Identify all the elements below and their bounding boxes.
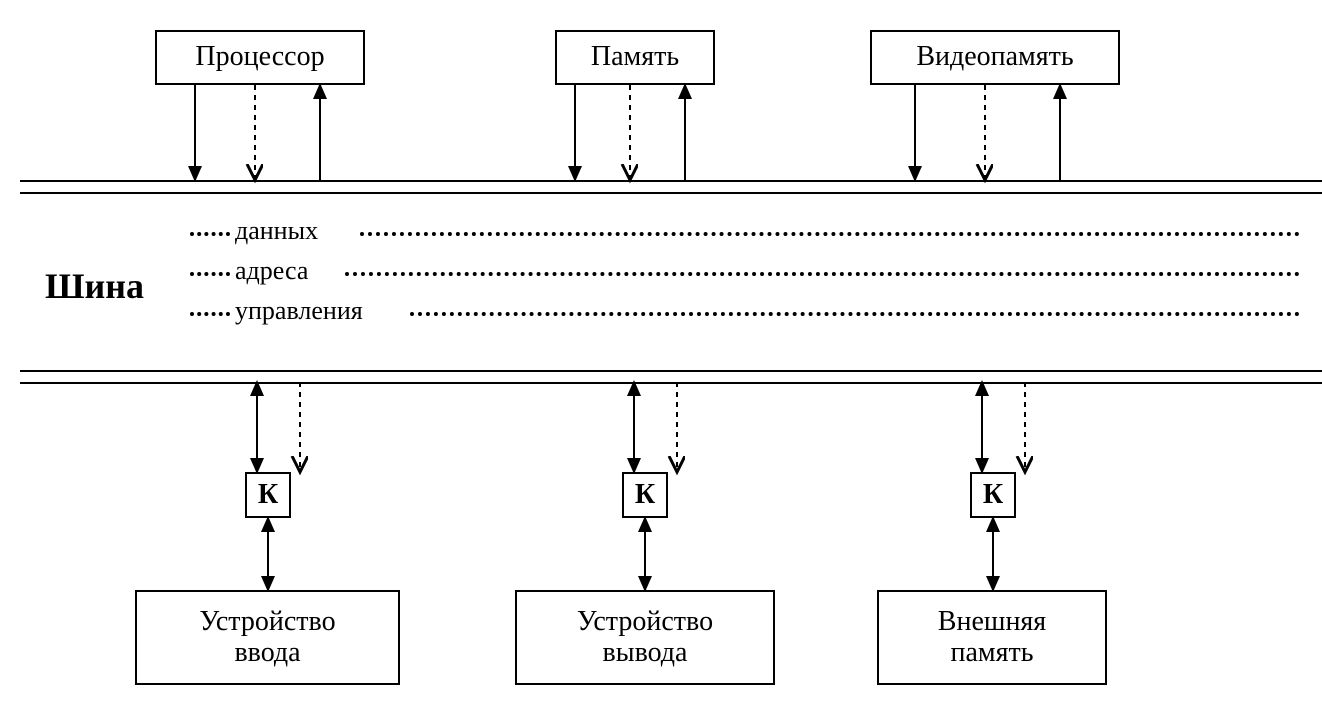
- input-line2: ввода: [234, 637, 300, 668]
- bus-data-dots: [360, 232, 1300, 236]
- controller-k-1-label: К: [258, 480, 278, 511]
- bus-top-line-2: [20, 192, 1322, 194]
- output-line1: Устройство: [577, 606, 713, 637]
- bus-main-label: Шина: [45, 265, 144, 307]
- external-memory-box: Внешняя память: [877, 590, 1107, 685]
- controller-k-3-label: К: [983, 480, 1003, 511]
- bus-data-predots: [190, 232, 230, 236]
- memory-box: Память: [555, 30, 715, 85]
- bus-addr-predots: [190, 272, 230, 276]
- cpu-label: Процессор: [195, 42, 324, 73]
- input-device-box: Устройство ввода: [135, 590, 400, 685]
- bus-bottom-line-2: [20, 382, 1322, 384]
- input-line1: Устройство: [199, 606, 335, 637]
- output-line2: вывода: [603, 637, 688, 668]
- controller-k-1: К: [245, 472, 291, 518]
- bus-ctrl-predots: [190, 312, 230, 316]
- ext-line1: Внешняя: [938, 606, 1046, 637]
- bus-architecture-diagram: Процессор Память Видеопамять Шина данных…: [0, 0, 1322, 714]
- controller-k-2-label: К: [635, 480, 655, 511]
- controller-k-3: К: [970, 472, 1016, 518]
- vram-label: Видеопамять: [916, 42, 1073, 73]
- bus-bottom-line-1: [20, 370, 1322, 372]
- vram-box: Видеопамять: [870, 30, 1120, 85]
- cpu-box: Процессор: [155, 30, 365, 85]
- bus-control-dots: [410, 312, 1300, 316]
- controller-k-2: К: [622, 472, 668, 518]
- ext-line2: память: [950, 637, 1033, 668]
- output-device-box: Устройство вывода: [515, 590, 775, 685]
- bus-data-label: данных: [235, 216, 318, 246]
- bus-control-label: управления: [235, 296, 363, 326]
- bus-top-line-1: [20, 180, 1322, 182]
- bus-address-label: адреса: [235, 256, 308, 286]
- memory-label: Память: [591, 42, 679, 73]
- bus-address-dots: [345, 272, 1300, 276]
